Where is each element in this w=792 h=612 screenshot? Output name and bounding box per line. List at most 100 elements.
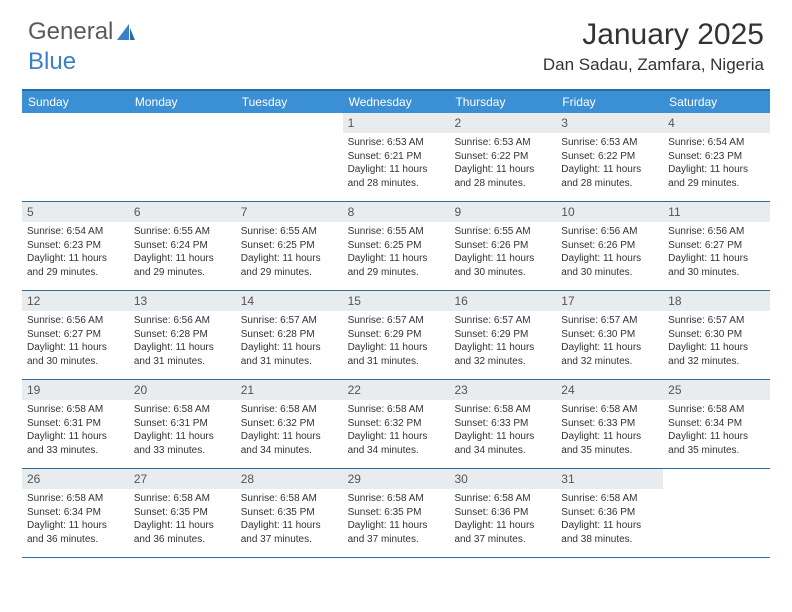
day-line: and 29 minutes. xyxy=(27,266,124,280)
day-line: Daylight: 11 hours xyxy=(348,341,445,355)
day-line: Sunrise: 6:58 AM xyxy=(134,403,231,417)
day-cell xyxy=(236,113,343,201)
day-line: Sunset: 6:32 PM xyxy=(348,417,445,431)
day-line: Sunset: 6:24 PM xyxy=(134,239,231,253)
day-cell: 3Sunrise: 6:53 AMSunset: 6:22 PMDaylight… xyxy=(556,113,663,201)
day-body: Sunrise: 6:56 AMSunset: 6:26 PMDaylight:… xyxy=(556,222,663,284)
day-line: Sunrise: 6:58 AM xyxy=(348,403,445,417)
day-line: Sunrise: 6:55 AM xyxy=(454,225,551,239)
day-cell: 5Sunrise: 6:54 AMSunset: 6:23 PMDaylight… xyxy=(22,202,129,290)
day-line: Daylight: 11 hours xyxy=(668,430,765,444)
brand-part1: General xyxy=(28,18,113,46)
day-line: Daylight: 11 hours xyxy=(454,519,551,533)
day-line: Daylight: 11 hours xyxy=(27,519,124,533)
day-body: Sunrise: 6:56 AMSunset: 6:27 PMDaylight:… xyxy=(22,311,129,373)
weeks-container: 1Sunrise: 6:53 AMSunset: 6:21 PMDaylight… xyxy=(22,113,770,558)
day-cell: 23Sunrise: 6:58 AMSunset: 6:33 PMDayligh… xyxy=(449,380,556,468)
day-line: Daylight: 11 hours xyxy=(134,341,231,355)
day-of-week-row: SundayMondayTuesdayWednesdayThursdayFrid… xyxy=(22,91,770,113)
day-line: Sunrise: 6:58 AM xyxy=(561,492,658,506)
day-line: and 33 minutes. xyxy=(27,444,124,458)
day-number: 29 xyxy=(343,469,450,489)
day-body: Sunrise: 6:55 AMSunset: 6:25 PMDaylight:… xyxy=(343,222,450,284)
day-line: Sunrise: 6:58 AM xyxy=(668,403,765,417)
day-cell: 13Sunrise: 6:56 AMSunset: 6:28 PMDayligh… xyxy=(129,291,236,379)
day-line: Sunrise: 6:53 AM xyxy=(454,136,551,150)
day-line: and 36 minutes. xyxy=(27,533,124,547)
day-cell: 7Sunrise: 6:55 AMSunset: 6:25 PMDaylight… xyxy=(236,202,343,290)
day-body: Sunrise: 6:57 AMSunset: 6:28 PMDaylight:… xyxy=(236,311,343,373)
day-body: Sunrise: 6:58 AMSunset: 6:36 PMDaylight:… xyxy=(449,489,556,551)
day-line: and 29 minutes. xyxy=(134,266,231,280)
day-line: Sunrise: 6:58 AM xyxy=(134,492,231,506)
day-line: Daylight: 11 hours xyxy=(668,341,765,355)
day-line: Sunset: 6:33 PM xyxy=(561,417,658,431)
day-cell xyxy=(663,469,770,557)
day-body: Sunrise: 6:58 AMSunset: 6:35 PMDaylight:… xyxy=(236,489,343,551)
day-line: Sunset: 6:23 PM xyxy=(27,239,124,253)
day-line: and 34 minutes. xyxy=(241,444,338,458)
day-line: Sunrise: 6:58 AM xyxy=(241,492,338,506)
day-line: Daylight: 11 hours xyxy=(348,163,445,177)
day-line: Sunset: 6:34 PM xyxy=(668,417,765,431)
day-line: Daylight: 11 hours xyxy=(561,341,658,355)
day-body: Sunrise: 6:53 AMSunset: 6:21 PMDaylight:… xyxy=(343,133,450,195)
day-line: Sunset: 6:29 PM xyxy=(348,328,445,342)
day-cell: 24Sunrise: 6:58 AMSunset: 6:33 PMDayligh… xyxy=(556,380,663,468)
day-cell: 17Sunrise: 6:57 AMSunset: 6:30 PMDayligh… xyxy=(556,291,663,379)
day-of-week-cell: Friday xyxy=(556,91,663,113)
day-line: Daylight: 11 hours xyxy=(454,430,551,444)
day-line: Sunrise: 6:57 AM xyxy=(241,314,338,328)
day-line: Sunrise: 6:55 AM xyxy=(348,225,445,239)
day-number: 30 xyxy=(449,469,556,489)
day-cell: 21Sunrise: 6:58 AMSunset: 6:32 PMDayligh… xyxy=(236,380,343,468)
day-line: and 37 minutes. xyxy=(348,533,445,547)
day-of-week-cell: Wednesday xyxy=(343,91,450,113)
day-line: Daylight: 11 hours xyxy=(241,430,338,444)
day-of-week-cell: Saturday xyxy=(663,91,770,113)
day-line: Daylight: 11 hours xyxy=(561,252,658,266)
day-number: 10 xyxy=(556,202,663,222)
day-line: and 29 minutes. xyxy=(348,266,445,280)
day-line: Daylight: 11 hours xyxy=(454,163,551,177)
day-line: Sunrise: 6:53 AM xyxy=(348,136,445,150)
day-number: 3 xyxy=(556,113,663,133)
day-line: Sunset: 6:29 PM xyxy=(454,328,551,342)
day-cell: 26Sunrise: 6:58 AMSunset: 6:34 PMDayligh… xyxy=(22,469,129,557)
day-line: Sunrise: 6:56 AM xyxy=(668,225,765,239)
day-line: Sunrise: 6:58 AM xyxy=(454,403,551,417)
day-line: Sunset: 6:28 PM xyxy=(134,328,231,342)
day-line: Sunset: 6:23 PM xyxy=(668,150,765,164)
day-body: Sunrise: 6:55 AMSunset: 6:24 PMDaylight:… xyxy=(129,222,236,284)
day-line: Sunrise: 6:57 AM xyxy=(668,314,765,328)
day-line: Sunset: 6:36 PM xyxy=(454,506,551,520)
day-line: and 32 minutes. xyxy=(454,355,551,369)
day-number: 20 xyxy=(129,380,236,400)
day-cell: 10Sunrise: 6:56 AMSunset: 6:26 PMDayligh… xyxy=(556,202,663,290)
day-line: and 38 minutes. xyxy=(561,533,658,547)
day-cell: 30Sunrise: 6:58 AMSunset: 6:36 PMDayligh… xyxy=(449,469,556,557)
day-line: Daylight: 11 hours xyxy=(348,430,445,444)
day-number: 28 xyxy=(236,469,343,489)
day-line: Sunset: 6:34 PM xyxy=(27,506,124,520)
day-number: 23 xyxy=(449,380,556,400)
day-line: Sunset: 6:30 PM xyxy=(561,328,658,342)
calendar: SundayMondayTuesdayWednesdayThursdayFrid… xyxy=(22,89,770,558)
day-number: 8 xyxy=(343,202,450,222)
day-cell: 19Sunrise: 6:58 AMSunset: 6:31 PMDayligh… xyxy=(22,380,129,468)
day-body: Sunrise: 6:58 AMSunset: 6:33 PMDaylight:… xyxy=(556,400,663,462)
day-number: 5 xyxy=(22,202,129,222)
day-body: Sunrise: 6:58 AMSunset: 6:35 PMDaylight:… xyxy=(129,489,236,551)
month-title: January 2025 xyxy=(543,18,764,52)
day-line: Sunset: 6:31 PM xyxy=(134,417,231,431)
day-line: Sunset: 6:27 PM xyxy=(668,239,765,253)
day-line: Sunset: 6:22 PM xyxy=(561,150,658,164)
day-line: Sunrise: 6:58 AM xyxy=(27,492,124,506)
day-cell: 25Sunrise: 6:58 AMSunset: 6:34 PMDayligh… xyxy=(663,380,770,468)
day-line: and 29 minutes. xyxy=(668,177,765,191)
title-block: January 2025 Dan Sadau, Zamfara, Nigeria xyxy=(543,18,764,75)
day-body: Sunrise: 6:56 AMSunset: 6:28 PMDaylight:… xyxy=(129,311,236,373)
day-number: 1 xyxy=(343,113,450,133)
day-body: Sunrise: 6:58 AMSunset: 6:34 PMDaylight:… xyxy=(22,489,129,551)
day-body: Sunrise: 6:58 AMSunset: 6:36 PMDaylight:… xyxy=(556,489,663,551)
